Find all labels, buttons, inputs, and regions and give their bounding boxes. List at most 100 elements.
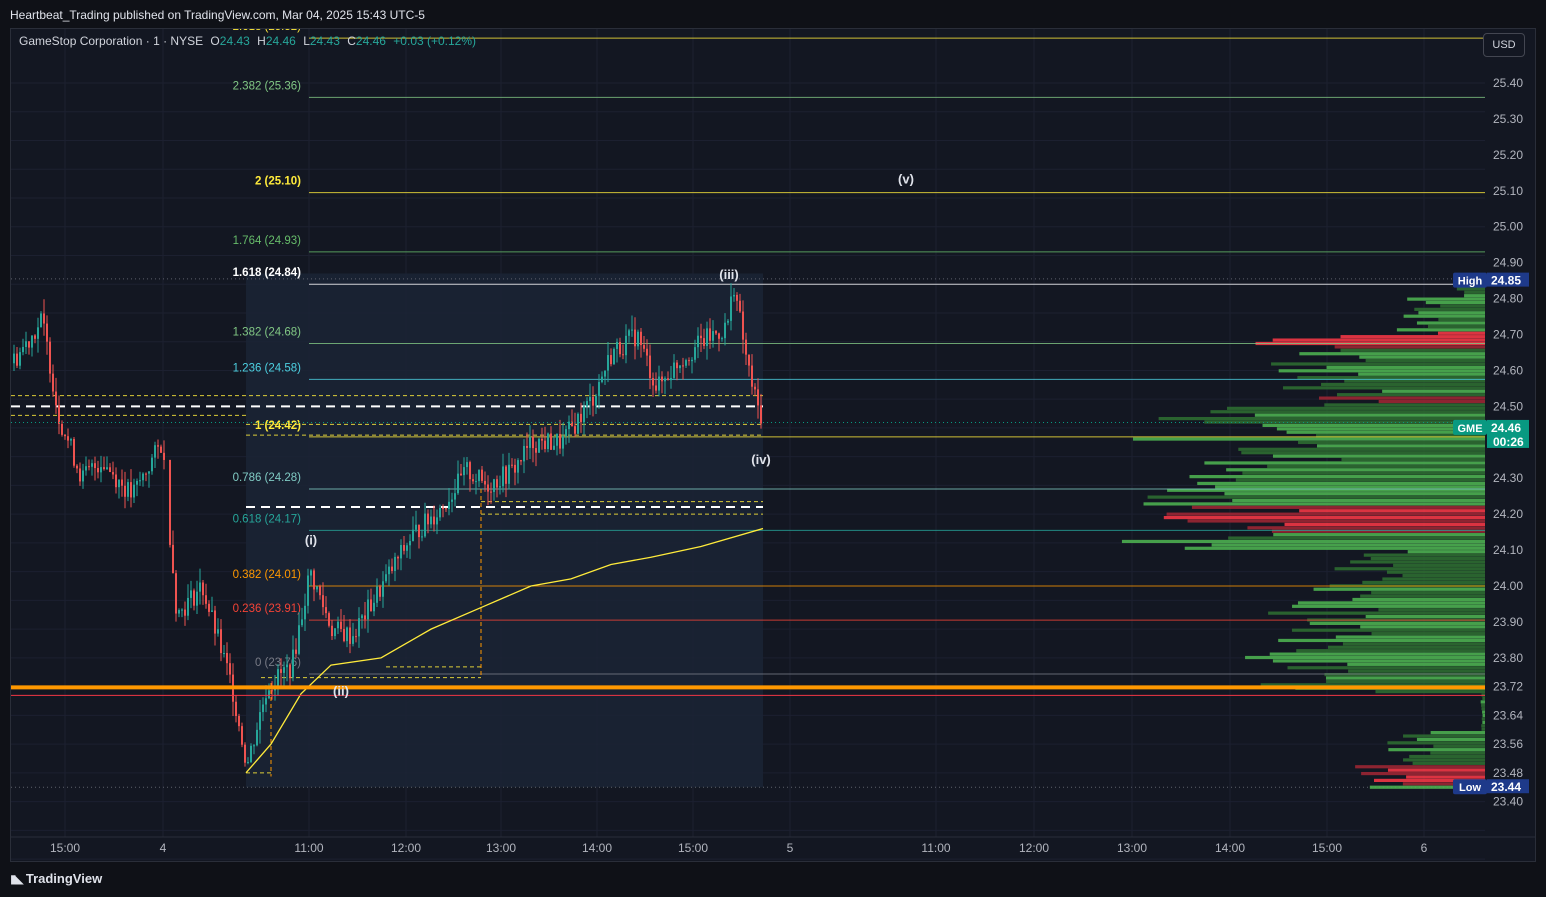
candle-body [415, 524, 417, 530]
candle-body [286, 664, 288, 668]
volume-profile-bar [1388, 748, 1485, 752]
candle-body [154, 445, 156, 458]
candle-body [670, 377, 672, 381]
fib-level-label: 1.764 (24.93) [233, 235, 302, 247]
price-badge-value-text: 24.46 [1491, 421, 1521, 435]
candle-body [37, 327, 39, 339]
price-axis-label: 23.80 [1493, 651, 1523, 665]
candle-body [268, 690, 270, 699]
price-badge-value [1487, 272, 1529, 287]
volume-profile-bar [1407, 297, 1485, 301]
volume-profile-bar [1286, 430, 1485, 434]
candle-body [577, 413, 579, 434]
candle-body [379, 586, 381, 597]
candle-body [322, 595, 324, 608]
candle-body [613, 348, 615, 365]
candle-body [736, 294, 738, 301]
volume-profile-bar [1227, 406, 1485, 410]
candle-body [409, 541, 411, 546]
candle-body [574, 426, 576, 434]
volume-profile-bar [1319, 396, 1485, 400]
candle-body [499, 486, 501, 488]
volume-profile-bar [1245, 655, 1485, 660]
candle-body [661, 376, 663, 382]
fib-level-label: 0.382 (24.01) [233, 569, 302, 581]
volume-profile-bar [1464, 294, 1485, 298]
candle-body [175, 573, 177, 614]
candle-body [289, 664, 291, 678]
candle-body [145, 473, 147, 475]
volume-profile-bar [1350, 560, 1485, 564]
candle-body [241, 726, 243, 745]
volume-profile-bar [1456, 287, 1485, 291]
candle-body [283, 667, 285, 673]
candle-body [496, 479, 498, 488]
candle-body [364, 615, 366, 620]
candle-body [616, 341, 618, 349]
volume-profile-bar [1362, 580, 1485, 585]
time-axis-label: 14:00 [582, 841, 612, 855]
candle-body [589, 396, 591, 402]
candle-body [103, 467, 105, 470]
volume-profile-bar [1224, 492, 1485, 496]
candle-body [85, 466, 87, 471]
candle-body [304, 605, 306, 620]
volume-profile-bar [1414, 307, 1485, 311]
currency-button[interactable]: USD [1483, 33, 1525, 57]
volume-profile-bar [1360, 594, 1485, 598]
candle-body [685, 360, 687, 366]
volume-profile-bar [1440, 304, 1485, 308]
candle-body [256, 729, 258, 746]
candle-body [397, 556, 399, 559]
candle-body [601, 376, 603, 383]
candle-body [586, 401, 588, 407]
volume-profile-bar [1235, 478, 1485, 482]
volume-profile-bar [1283, 386, 1485, 390]
tradingview-logo[interactable]: ▮◣ TradingView [10, 871, 102, 886]
candle-body [61, 423, 63, 435]
volume-profile-bar [1325, 676, 1485, 680]
price-badge-tag-text: GME [1457, 423, 1482, 435]
price-axis-label: 24.80 [1493, 292, 1523, 306]
symbol-name[interactable]: GameStop Corporation · 1 · NYSE [19, 34, 204, 48]
candle-body [634, 329, 636, 347]
candle-body [697, 335, 699, 348]
candle-body [730, 296, 732, 321]
chart-pane[interactable]: 2.618 (25.52) 2.382 (25.36) 2 (25.10) 1.764… [10, 28, 1536, 862]
candle-body [46, 323, 48, 342]
candle-body [271, 690, 273, 692]
candle-body [247, 761, 249, 763]
price-axis-label: 24.20 [1493, 507, 1523, 521]
publisher-caption: Heartbeat_Trading published on TradingVi… [10, 8, 425, 22]
candle-body [70, 439, 72, 441]
candle-body [178, 610, 180, 614]
candle-body [628, 330, 630, 336]
candle-body [79, 468, 81, 482]
price-badge-value-text: 24.85 [1491, 274, 1521, 288]
fib-level-label: 1.618 (24.84) [233, 267, 302, 279]
volume-profile-bar [1358, 372, 1485, 376]
candle-body [328, 613, 330, 626]
volume-profile-bar [1278, 369, 1485, 373]
volume-profile-bar [1211, 543, 1485, 547]
volume-profile-bar [1393, 563, 1485, 567]
candle-body [673, 362, 675, 378]
candle-body [130, 482, 132, 498]
candle-body [511, 464, 513, 466]
price-axis-label: 24.60 [1493, 363, 1523, 377]
price-axis-label: 25.10 [1493, 184, 1523, 198]
chart-canvas[interactable]: 2.618 (25.52) 2.382 (25.36) 2 (25.10) 1.764… [11, 29, 1536, 862]
candle-body [478, 469, 480, 482]
volume-profile-bar [1296, 649, 1485, 653]
volume-profile-bar [1316, 444, 1485, 448]
time-axis-label: 6 [1421, 841, 1428, 855]
candle-body [307, 575, 309, 606]
candle-body [391, 566, 393, 572]
candle-body [340, 621, 342, 629]
volume-profile-bar [1396, 328, 1485, 332]
volume-profile-bar [1187, 519, 1485, 523]
volume-profile-bar [1316, 434, 1485, 438]
elliott-wave-label: (iii) [719, 267, 739, 282]
anchored-vwap-line[interactable] [245, 527, 764, 774]
candle-body [529, 436, 531, 448]
